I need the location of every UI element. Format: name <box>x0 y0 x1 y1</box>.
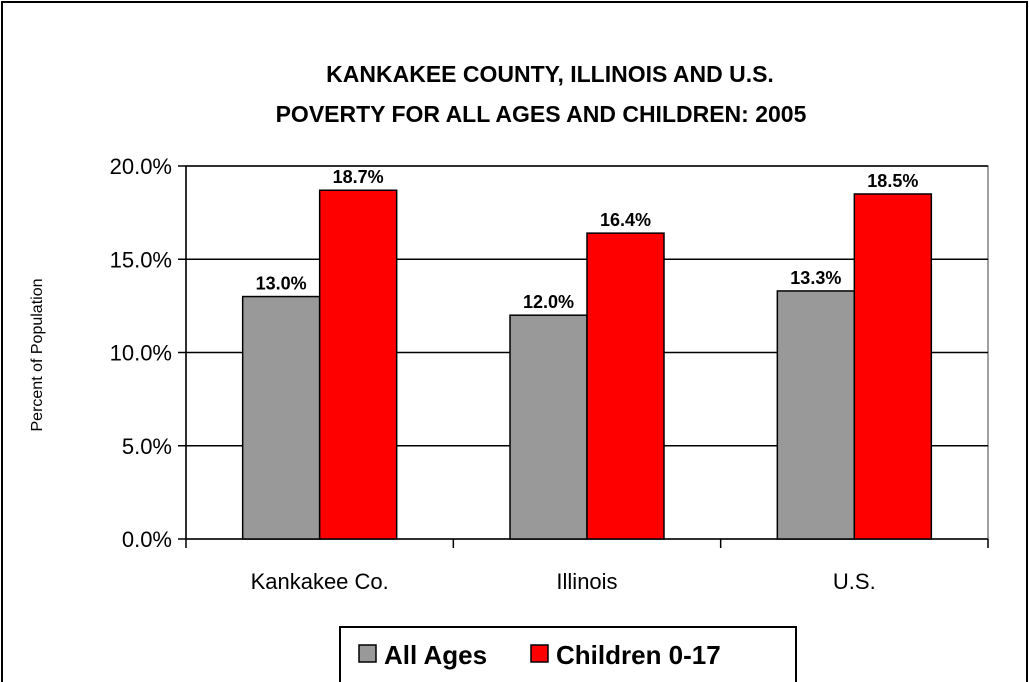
x-category-label: Illinois <box>556 569 617 594</box>
y-tick-label: 5.0% <box>122 434 172 459</box>
legend-label-children: Children 0-17 <box>556 640 721 670</box>
x-category-label: U.S. <box>833 569 876 594</box>
bar-all-ages <box>241 295 321 540</box>
y-tick-label: 15.0% <box>110 247 172 272</box>
y-axis-label: Percent of Population <box>29 279 46 432</box>
chart-title-line-1: KANKAKEE COUNTY, ILLINOIS AND U.S. <box>326 61 774 87</box>
legend-box <box>339 626 797 682</box>
bar-children <box>318 189 398 540</box>
bar-children <box>853 193 933 540</box>
plot-area: 0.0% 5.0% 10.0% 15.0% 20.0% Kankakee Co. Illin… <box>110 154 989 594</box>
x-category-label: Kankakee Co. <box>251 569 389 594</box>
legend-swatch-all-ages <box>358 644 377 663</box>
data-label: 13.0% <box>256 274 307 294</box>
data-label: 13.3% <box>790 268 841 288</box>
bar-all-ages <box>509 314 588 540</box>
data-label: 18.5% <box>867 171 918 191</box>
y-tick-label: 20.0% <box>110 154 172 179</box>
data-label: 16.4% <box>600 210 651 230</box>
bar-all-ages <box>776 290 856 540</box>
chart-title-line-2: POVERTY FOR ALL AGES AND CHILDREN: 2005 <box>276 101 807 127</box>
legend-swatch-children <box>530 644 549 663</box>
bar-children <box>586 232 665 540</box>
legend-label-all-ages: All Ages <box>384 640 487 670</box>
data-label: 12.0% <box>523 292 574 312</box>
data-label: 18.7% <box>333 167 384 187</box>
y-tick-label: 10.0% <box>110 341 172 366</box>
legend: All Ages Children 0-17 <box>339 626 797 682</box>
y-tick-label: 0.0% <box>122 527 172 552</box>
